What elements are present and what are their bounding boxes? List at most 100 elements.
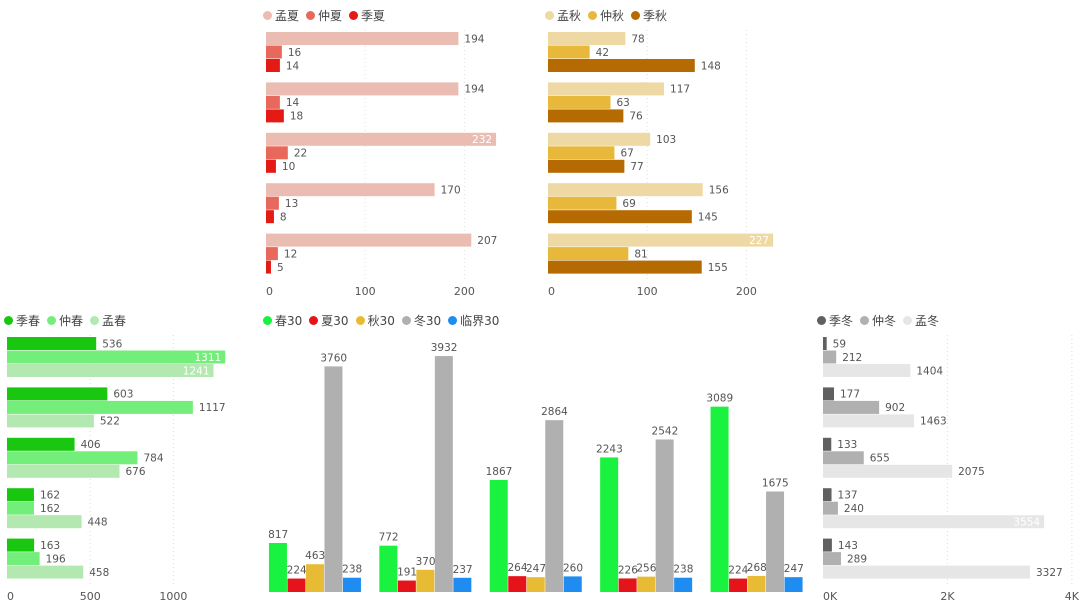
- bar[interactable]: [548, 247, 629, 261]
- legend-item[interactable]: 仲春: [47, 312, 83, 329]
- bar[interactable]: [823, 337, 827, 350]
- bar[interactable]: [823, 515, 1045, 529]
- bar[interactable]: [563, 576, 582, 592]
- bar[interactable]: [823, 364, 911, 377]
- bar[interactable]: [729, 578, 748, 592]
- bar[interactable]: [823, 350, 837, 364]
- bar[interactable]: [674, 577, 693, 592]
- bar[interactable]: [7, 387, 108, 401]
- bar[interactable]: [7, 437, 75, 451]
- bar[interactable]: [7, 565, 84, 579]
- bar[interactable]: [823, 387, 835, 401]
- legend-item[interactable]: 季冬: [817, 312, 853, 329]
- bar[interactable]: [7, 364, 214, 377]
- legend-item[interactable]: 春30: [263, 312, 302, 329]
- bar[interactable]: [268, 542, 287, 592]
- legend-item[interactable]: 孟夏: [263, 7, 299, 24]
- bar[interactable]: [618, 578, 637, 592]
- legend-item[interactable]: 季秋: [631, 7, 667, 24]
- bar[interactable]: [7, 350, 226, 364]
- bar[interactable]: [266, 109, 284, 123]
- bar[interactable]: [548, 159, 625, 173]
- bar[interactable]: [548, 233, 774, 247]
- legend-item[interactable]: 季春: [4, 312, 40, 329]
- bar[interactable]: [823, 400, 880, 414]
- legend-item[interactable]: 仲夏: [306, 7, 342, 24]
- bar[interactable]: [287, 578, 306, 592]
- bar[interactable]: [823, 552, 841, 566]
- bar[interactable]: [7, 488, 34, 502]
- bar[interactable]: [548, 183, 703, 197]
- bar[interactable]: [266, 210, 274, 224]
- bar[interactable]: [266, 260, 271, 274]
- legend-item[interactable]: 夏30: [309, 312, 349, 329]
- bar[interactable]: [823, 488, 832, 502]
- legend-item[interactable]: 仲冬: [860, 312, 896, 329]
- bar[interactable]: [823, 437, 832, 451]
- bar[interactable]: [266, 82, 459, 96]
- bar[interactable]: [545, 420, 564, 592]
- bar[interactable]: [548, 196, 617, 210]
- bar[interactable]: [453, 577, 472, 592]
- bar[interactable]: [548, 109, 624, 123]
- bar[interactable]: [508, 576, 527, 592]
- bar[interactable]: [823, 451, 864, 465]
- bar[interactable]: [526, 577, 545, 592]
- bar[interactable]: [266, 233, 472, 247]
- legend-item[interactable]: 季夏: [349, 7, 385, 24]
- bar[interactable]: [823, 538, 832, 552]
- legend-item[interactable]: 冬30: [401, 312, 441, 329]
- bar[interactable]: [548, 146, 615, 160]
- legend-item[interactable]: 孟秋: [545, 7, 581, 24]
- bar[interactable]: [548, 45, 590, 59]
- bar[interactable]: [266, 159, 276, 173]
- bar[interactable]: [266, 45, 282, 59]
- bar[interactable]: [7, 400, 193, 414]
- bar[interactable]: [766, 491, 785, 593]
- bar[interactable]: [7, 501, 34, 515]
- bar[interactable]: [7, 414, 94, 428]
- bar[interactable]: [266, 247, 278, 261]
- bar[interactable]: [600, 457, 619, 592]
- bar[interactable]: [489, 479, 508, 592]
- bar[interactable]: [747, 575, 766, 592]
- bar[interactable]: [548, 260, 702, 274]
- legend-item[interactable]: 临界30: [448, 312, 499, 329]
- bar[interactable]: [548, 59, 695, 72]
- bar[interactable]: [823, 464, 953, 478]
- legend-item[interactable]: 秋30: [355, 312, 395, 329]
- bar[interactable]: [7, 515, 82, 529]
- bar[interactable]: [266, 95, 280, 109]
- legend-item[interactable]: 孟冬: [903, 312, 939, 329]
- bar[interactable]: [7, 337, 97, 350]
- bar[interactable]: [823, 414, 915, 428]
- bar[interactable]: [266, 132, 497, 146]
- bar[interactable]: [434, 356, 453, 592]
- bar[interactable]: [416, 569, 435, 592]
- bar[interactable]: [710, 406, 729, 592]
- bar[interactable]: [7, 464, 120, 478]
- legend-item[interactable]: 孟春: [90, 312, 126, 329]
- bar[interactable]: [266, 32, 459, 45]
- bar[interactable]: [548, 95, 611, 109]
- bar[interactable]: [397, 580, 416, 592]
- bar[interactable]: [823, 565, 1031, 579]
- bar[interactable]: [7, 451, 138, 465]
- bar[interactable]: [823, 501, 838, 515]
- bar[interactable]: [266, 183, 435, 197]
- bar[interactable]: [784, 577, 803, 592]
- bar[interactable]: [548, 82, 665, 96]
- bar[interactable]: [342, 577, 361, 592]
- bar[interactable]: [305, 564, 324, 592]
- bar[interactable]: [266, 59, 280, 72]
- bar[interactable]: [379, 545, 398, 592]
- bar[interactable]: [7, 552, 40, 566]
- bar[interactable]: [637, 576, 656, 592]
- bar[interactable]: [324, 366, 343, 592]
- bar[interactable]: [548, 132, 651, 146]
- bar[interactable]: [548, 210, 692, 224]
- bar[interactable]: [7, 538, 35, 552]
- bar[interactable]: [655, 439, 674, 592]
- legend-item[interactable]: 仲秋: [588, 7, 624, 24]
- bar[interactable]: [548, 32, 626, 45]
